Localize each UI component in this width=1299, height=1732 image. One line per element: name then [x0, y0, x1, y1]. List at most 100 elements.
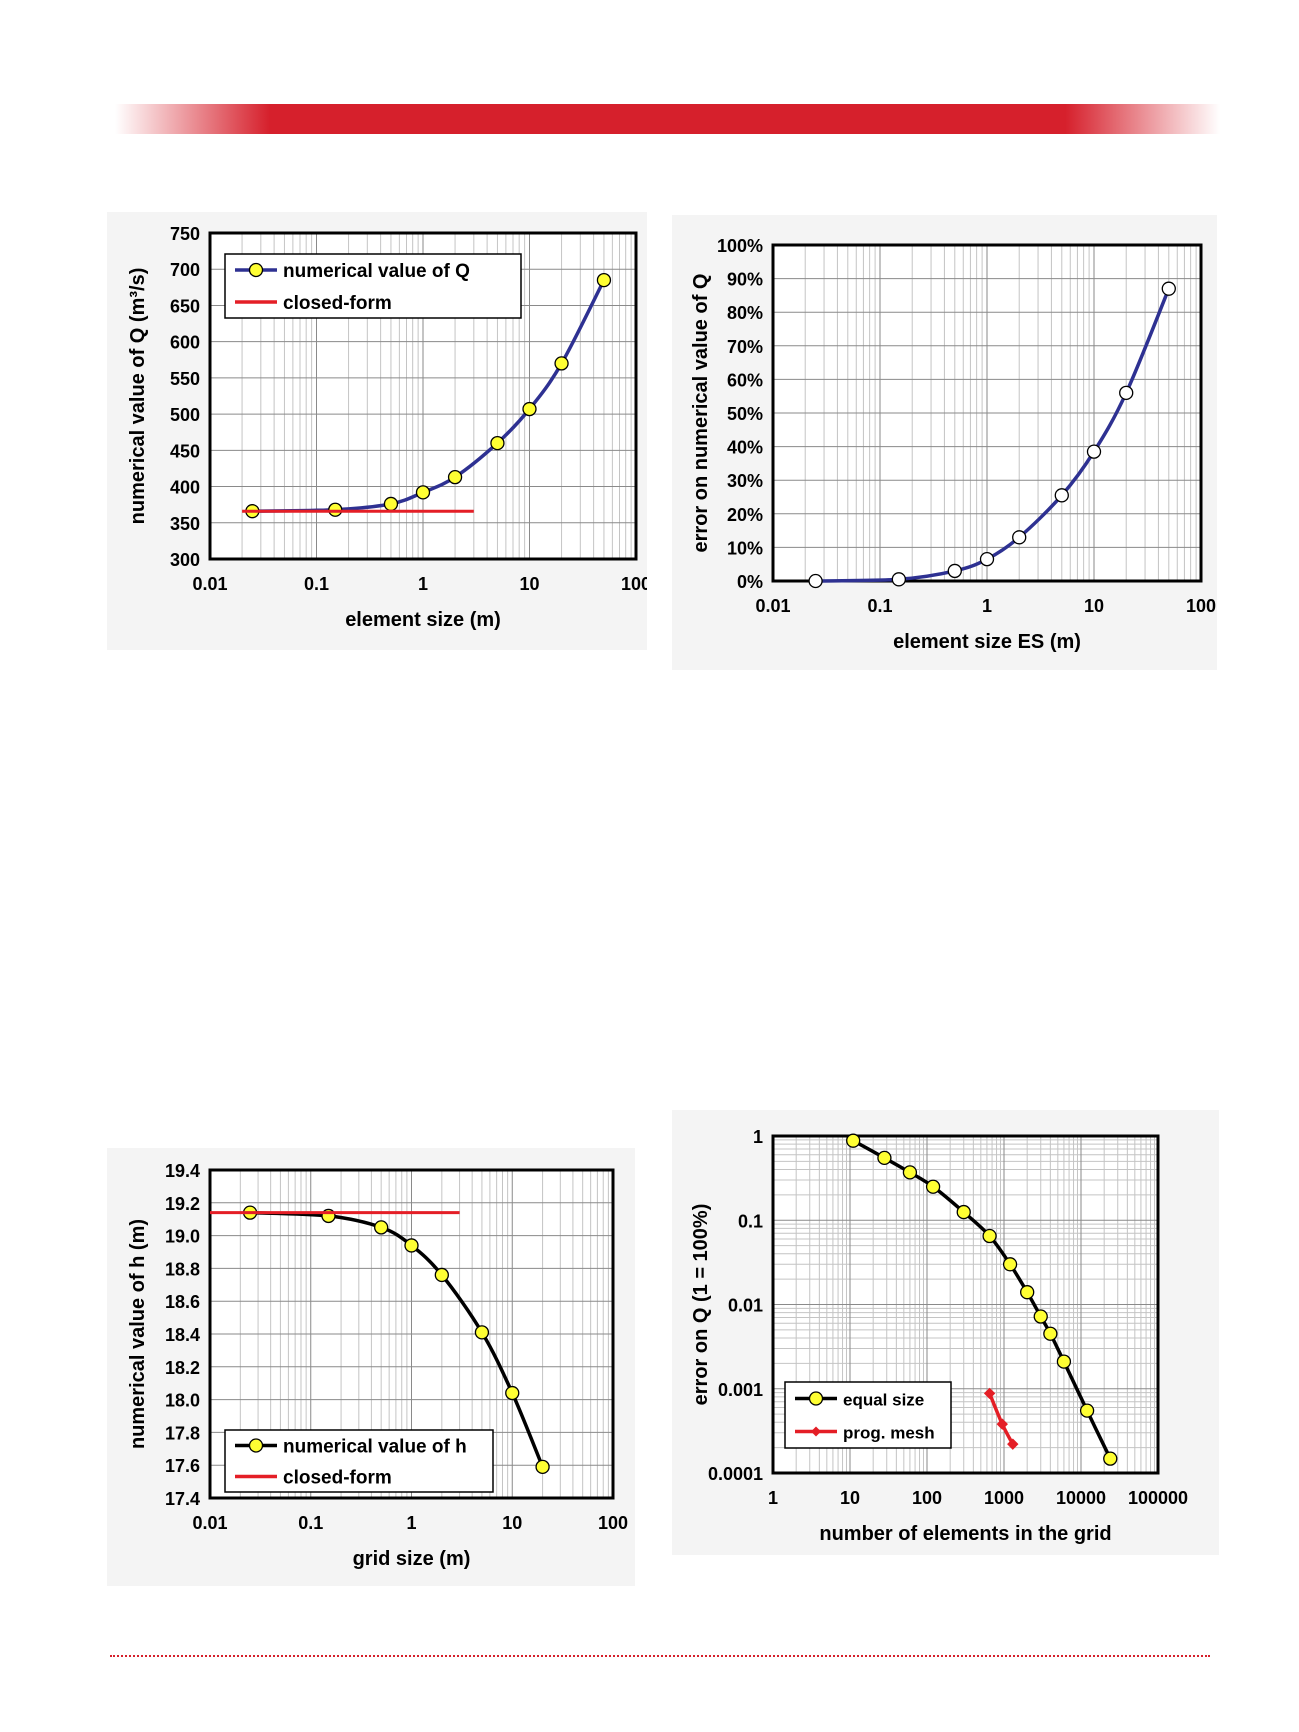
legend-label: equal size [843, 1391, 924, 1410]
y-tick-label: 17.4 [165, 1489, 200, 1509]
y-axis-title: numerical value of h (m) [127, 1219, 149, 1449]
x-axis-title: grid size (m) [353, 1548, 471, 1570]
y-tick-label: 50% [727, 404, 763, 424]
x-tick-label: 0.01 [192, 574, 227, 594]
chart-svg: 17.4 17.6 17.8 18.0 18.2 18.4 18.6 18.8 19.0 19.2… [127, 1161, 628, 1570]
data-point [1012, 530, 1027, 545]
data-point [1020, 1285, 1035, 1300]
data-point [535, 1459, 550, 1474]
x-tick-label: 0.01 [192, 1513, 227, 1533]
data-point [1119, 385, 1134, 400]
chart-q-vs-element-size: 300 350 400 450 500 550 600 650 700 750 0.01 0.1 1 10… [107, 212, 647, 650]
data-point [490, 435, 505, 451]
x-tick-label: 10 [840, 1488, 860, 1508]
x-tick-label: 100 [1186, 596, 1216, 616]
plot-frame [208, 1168, 615, 1500]
x-tick-label: 10000 [1056, 1488, 1106, 1508]
chart-svg: 0.0001 0.001 0.01 0.1 1 1 10 100 1000 10000 100000… [690, 1127, 1188, 1545]
legend-swatch-marker [248, 1438, 264, 1453]
x-tick-label: 10 [1084, 596, 1104, 616]
legend-label: numerical value of Q [283, 261, 470, 282]
legend-label: prog. mesh [843, 1424, 935, 1443]
chart-error-vs-number-of-elements: 0.0001 0.001 0.01 0.1 1 1 10 100 1000 10000 100000… [672, 1110, 1219, 1555]
y-tick-label: 80% [727, 303, 763, 323]
legend-box [224, 1429, 494, 1493]
y-tick-label: 700 [170, 260, 200, 280]
header-accent-band [115, 104, 1220, 134]
y-tick-label: 18.6 [165, 1292, 200, 1312]
chart-error-vs-element-size: 0% 10% 20% 30% 40% 50% 60% 70% 80% 90% 100% 0.01 0.1… [672, 215, 1217, 670]
x-tick-label: 1 [982, 596, 992, 616]
data-point [877, 1150, 892, 1166]
x-tick-label: 0.1 [304, 574, 329, 594]
data-point [474, 1325, 490, 1340]
data-point [1103, 1451, 1118, 1466]
x-axis-title: number of elements in the grid [819, 1523, 1111, 1545]
data-point [1007, 1438, 1019, 1450]
chart-h-vs-grid-size: 17.4 17.6 17.8 18.0 18.2 18.4 18.6 18.8 19.0 19.2… [107, 1148, 635, 1586]
y-tick-label: 18.2 [165, 1358, 200, 1378]
data-point [1161, 281, 1176, 296]
y-tick-label: 17.8 [165, 1423, 200, 1443]
y-axis-title: error on Q (1 = 100%) [690, 1204, 712, 1406]
data-point [996, 1418, 1008, 1430]
y-tick-label: 750 [170, 224, 200, 244]
y-tick-label: 100% [717, 236, 763, 256]
data-point [891, 572, 906, 587]
y-tick-label: 600 [170, 333, 200, 353]
legend-swatch-marker [811, 1426, 821, 1437]
data-point [1079, 1403, 1095, 1418]
y-tick-label: 650 [170, 296, 200, 316]
data-point [1043, 1326, 1058, 1341]
data-point [505, 1385, 520, 1401]
data-point [1002, 1257, 1018, 1272]
y-tick-label: 17.6 [165, 1456, 200, 1476]
legend-swatch-marker [808, 1391, 824, 1406]
x-axis-title: element size ES (m) [893, 631, 1081, 653]
data-point [522, 401, 537, 417]
y-tick-label: 0% [737, 572, 763, 592]
data-point [947, 563, 962, 579]
x-tick-label: 0.01 [755, 596, 790, 616]
plot-frame [208, 231, 638, 561]
data-point [808, 573, 823, 589]
data-point [925, 1179, 941, 1194]
y-axis-title: error on numerical value of Q [690, 274, 712, 553]
legend-box [224, 253, 522, 319]
y-tick-label: 20% [727, 505, 763, 525]
y-tick-label: 19.2 [165, 1194, 200, 1214]
data-point [902, 1165, 918, 1180]
data-point [415, 485, 431, 500]
legend-label: closed-form [283, 1468, 392, 1489]
x-tick-label: 100 [912, 1488, 942, 1508]
legend-label: numerical value of h [283, 1437, 467, 1458]
x-tick-label: 1 [418, 574, 428, 594]
chart-svg: 0% 10% 20% 30% 40% 50% 60% 70% 80% 90% 100% 0.01 0.1… [690, 236, 1216, 653]
y-tick-label: 0.0001 [708, 1464, 763, 1484]
data-point [383, 496, 399, 512]
data-point [979, 552, 995, 567]
data-point [404, 1238, 419, 1253]
data-point [1033, 1309, 1048, 1324]
y-tick-label: 40% [727, 438, 763, 458]
y-tick-label: 450 [170, 441, 200, 461]
data-point [434, 1267, 449, 1283]
y-tick-label: 30% [727, 471, 763, 491]
x-tick-label: 0.1 [867, 596, 892, 616]
x-tick-label: 0.1 [298, 1513, 323, 1533]
y-tick-label: 500 [170, 405, 200, 425]
x-tick-label: 1000 [984, 1488, 1024, 1508]
y-tick-label: 400 [170, 478, 200, 498]
data-point [983, 1387, 996, 1400]
footer-dotted-rule [110, 1655, 1210, 1657]
y-tick-label: 0.1 [738, 1211, 763, 1231]
x-axis-title: element size (m) [345, 609, 501, 631]
data-point [1054, 488, 1069, 503]
y-axis-title: numerical value of Q (m³/s) [127, 268, 149, 525]
data-point [846, 1133, 861, 1148]
y-tick-label: 70% [727, 337, 763, 357]
x-tick-label: 100000 [1128, 1488, 1188, 1508]
y-tick-label: 1 [753, 1127, 763, 1147]
y-tick-label: 300 [170, 550, 200, 570]
y-tick-label: 10% [727, 538, 763, 558]
